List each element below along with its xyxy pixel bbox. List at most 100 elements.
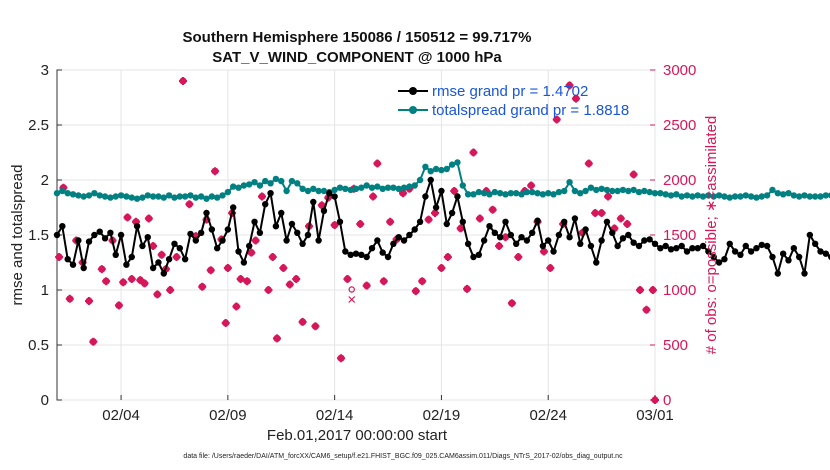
- totalspread-point: [811, 193, 819, 200]
- totalspread-point: [75, 192, 82, 199]
- totalspread-point: [85, 192, 93, 199]
- rmse-point: [486, 223, 493, 230]
- rmse-point: [101, 235, 109, 242]
- rmse-point: [411, 226, 418, 233]
- rmse-point: [577, 240, 584, 247]
- rmse-point: [534, 217, 541, 224]
- totalspread-point: [197, 193, 205, 200]
- rmse-point: [790, 245, 798, 252]
- totalspread-point: [240, 182, 248, 189]
- totalspread-point: [208, 193, 216, 200]
- obs-assimilated-point: [65, 294, 74, 303]
- rmse-point: [363, 253, 370, 261]
- rmse-point: [667, 246, 675, 253]
- totalspread-series: [53, 159, 830, 202]
- totalspread-point: [657, 190, 664, 197]
- rmse-point: [694, 245, 701, 252]
- rmse-point: [715, 259, 723, 266]
- obs-assimilated-point: [514, 253, 523, 261]
- totalspread-point: [133, 195, 141, 202]
- obs-assimilated-point: [495, 242, 504, 250]
- rmse-point: [283, 237, 290, 244]
- totalspread-point: [176, 193, 184, 200]
- rmse-point: [625, 231, 632, 239]
- rmse-point: [432, 204, 440, 211]
- obs-assimilated-point: [356, 220, 365, 228]
- rmse-point: [107, 229, 114, 236]
- totalspread-point: [374, 183, 381, 190]
- legend: rmse grand pr = 1.4702 totalspread grand…: [398, 83, 629, 119]
- totalspread-point: [315, 187, 322, 195]
- rmse-point: [673, 245, 680, 252]
- rmse-point: [294, 229, 301, 236]
- totalspread-point: [630, 186, 637, 194]
- rmse-point: [491, 229, 499, 236]
- totalspread-point: [721, 193, 728, 200]
- legend-label-rmse: rmse grand pr = 1.4702: [432, 83, 588, 100]
- totalspread-point: [534, 190, 541, 197]
- totalspread-point: [320, 187, 328, 195]
- rmse-point: [128, 253, 135, 261]
- obs-assimilated-point: [546, 264, 555, 272]
- obs-assimilated-point: [264, 286, 273, 294]
- rmse-point: [219, 237, 226, 244]
- totalspread-point: [256, 182, 264, 189]
- rmse-point: [80, 264, 87, 272]
- rmse-point: [539, 242, 547, 250]
- obs-assimilated-point: [102, 277, 111, 286]
- y-tick-label-right: 2000: [663, 172, 696, 189]
- rmse-point: [139, 242, 146, 250]
- rmse-point: [705, 248, 712, 255]
- obs-assimilated-point: [85, 297, 94, 305]
- rmse-point: [310, 198, 317, 206]
- totalspread-point: [571, 187, 579, 195]
- totalspread-point: [165, 192, 173, 199]
- obs-assimilated-point: [571, 94, 580, 103]
- obs-assimilated-point: [343, 275, 352, 283]
- totalspread-point: [731, 193, 739, 200]
- totalspread-point: [272, 175, 280, 183]
- rmse-point: [379, 249, 386, 256]
- totalspread-point: [678, 193, 685, 200]
- obs-assimilated-point: [604, 192, 613, 201]
- totalspread-point: [422, 163, 429, 170]
- totalspread-point: [801, 192, 808, 199]
- totalspread-point: [128, 194, 135, 201]
- totalspread-point: [107, 194, 114, 201]
- obs-assimilated-point: [527, 181, 536, 190]
- rmse-point: [224, 226, 232, 233]
- rmse-point: [811, 240, 819, 247]
- rmse-point: [609, 229, 616, 236]
- rmse-point: [368, 245, 376, 252]
- totalspread-point: [694, 192, 701, 199]
- x-axis: 02/04 02/09 02/14 02/19 02/24 03/01: [102, 395, 674, 424]
- rmse-point: [817, 248, 824, 255]
- rmse-point: [165, 256, 173, 263]
- totalspread-point: [123, 193, 130, 200]
- totalspread-point: [390, 184, 397, 191]
- rmse-point: [480, 237, 488, 244]
- totalspread-point: [475, 188, 483, 196]
- rmse-point: [256, 229, 264, 236]
- obs-assimilated-point: [411, 287, 420, 296]
- obs-assimilated-point: [247, 248, 256, 257]
- obs-assimilated-point: [507, 299, 516, 308]
- totalspread-point: [336, 184, 344, 191]
- obs-assimilated-point: [552, 115, 561, 124]
- y-tick-label-left: 0.5: [28, 337, 49, 354]
- rmse-point: [779, 250, 787, 257]
- totalspread-point: [683, 192, 691, 199]
- totalspread-point: [69, 191, 77, 198]
- rmse-point: [822, 250, 830, 257]
- rmse-point: [112, 251, 119, 258]
- rmse-point: [347, 251, 354, 258]
- rmse-point: [571, 215, 579, 222]
- totalspread-point: [203, 195, 210, 202]
- y-tick-label-right: 0: [663, 392, 671, 409]
- obs-assimilated-point: [362, 281, 371, 290]
- rmse-point: [53, 231, 61, 239]
- totalspread-point: [715, 192, 723, 199]
- obs-assimilated-point: [185, 200, 194, 209]
- obs-assimilated-point: [149, 242, 158, 250]
- totalspread-point: [310, 185, 317, 192]
